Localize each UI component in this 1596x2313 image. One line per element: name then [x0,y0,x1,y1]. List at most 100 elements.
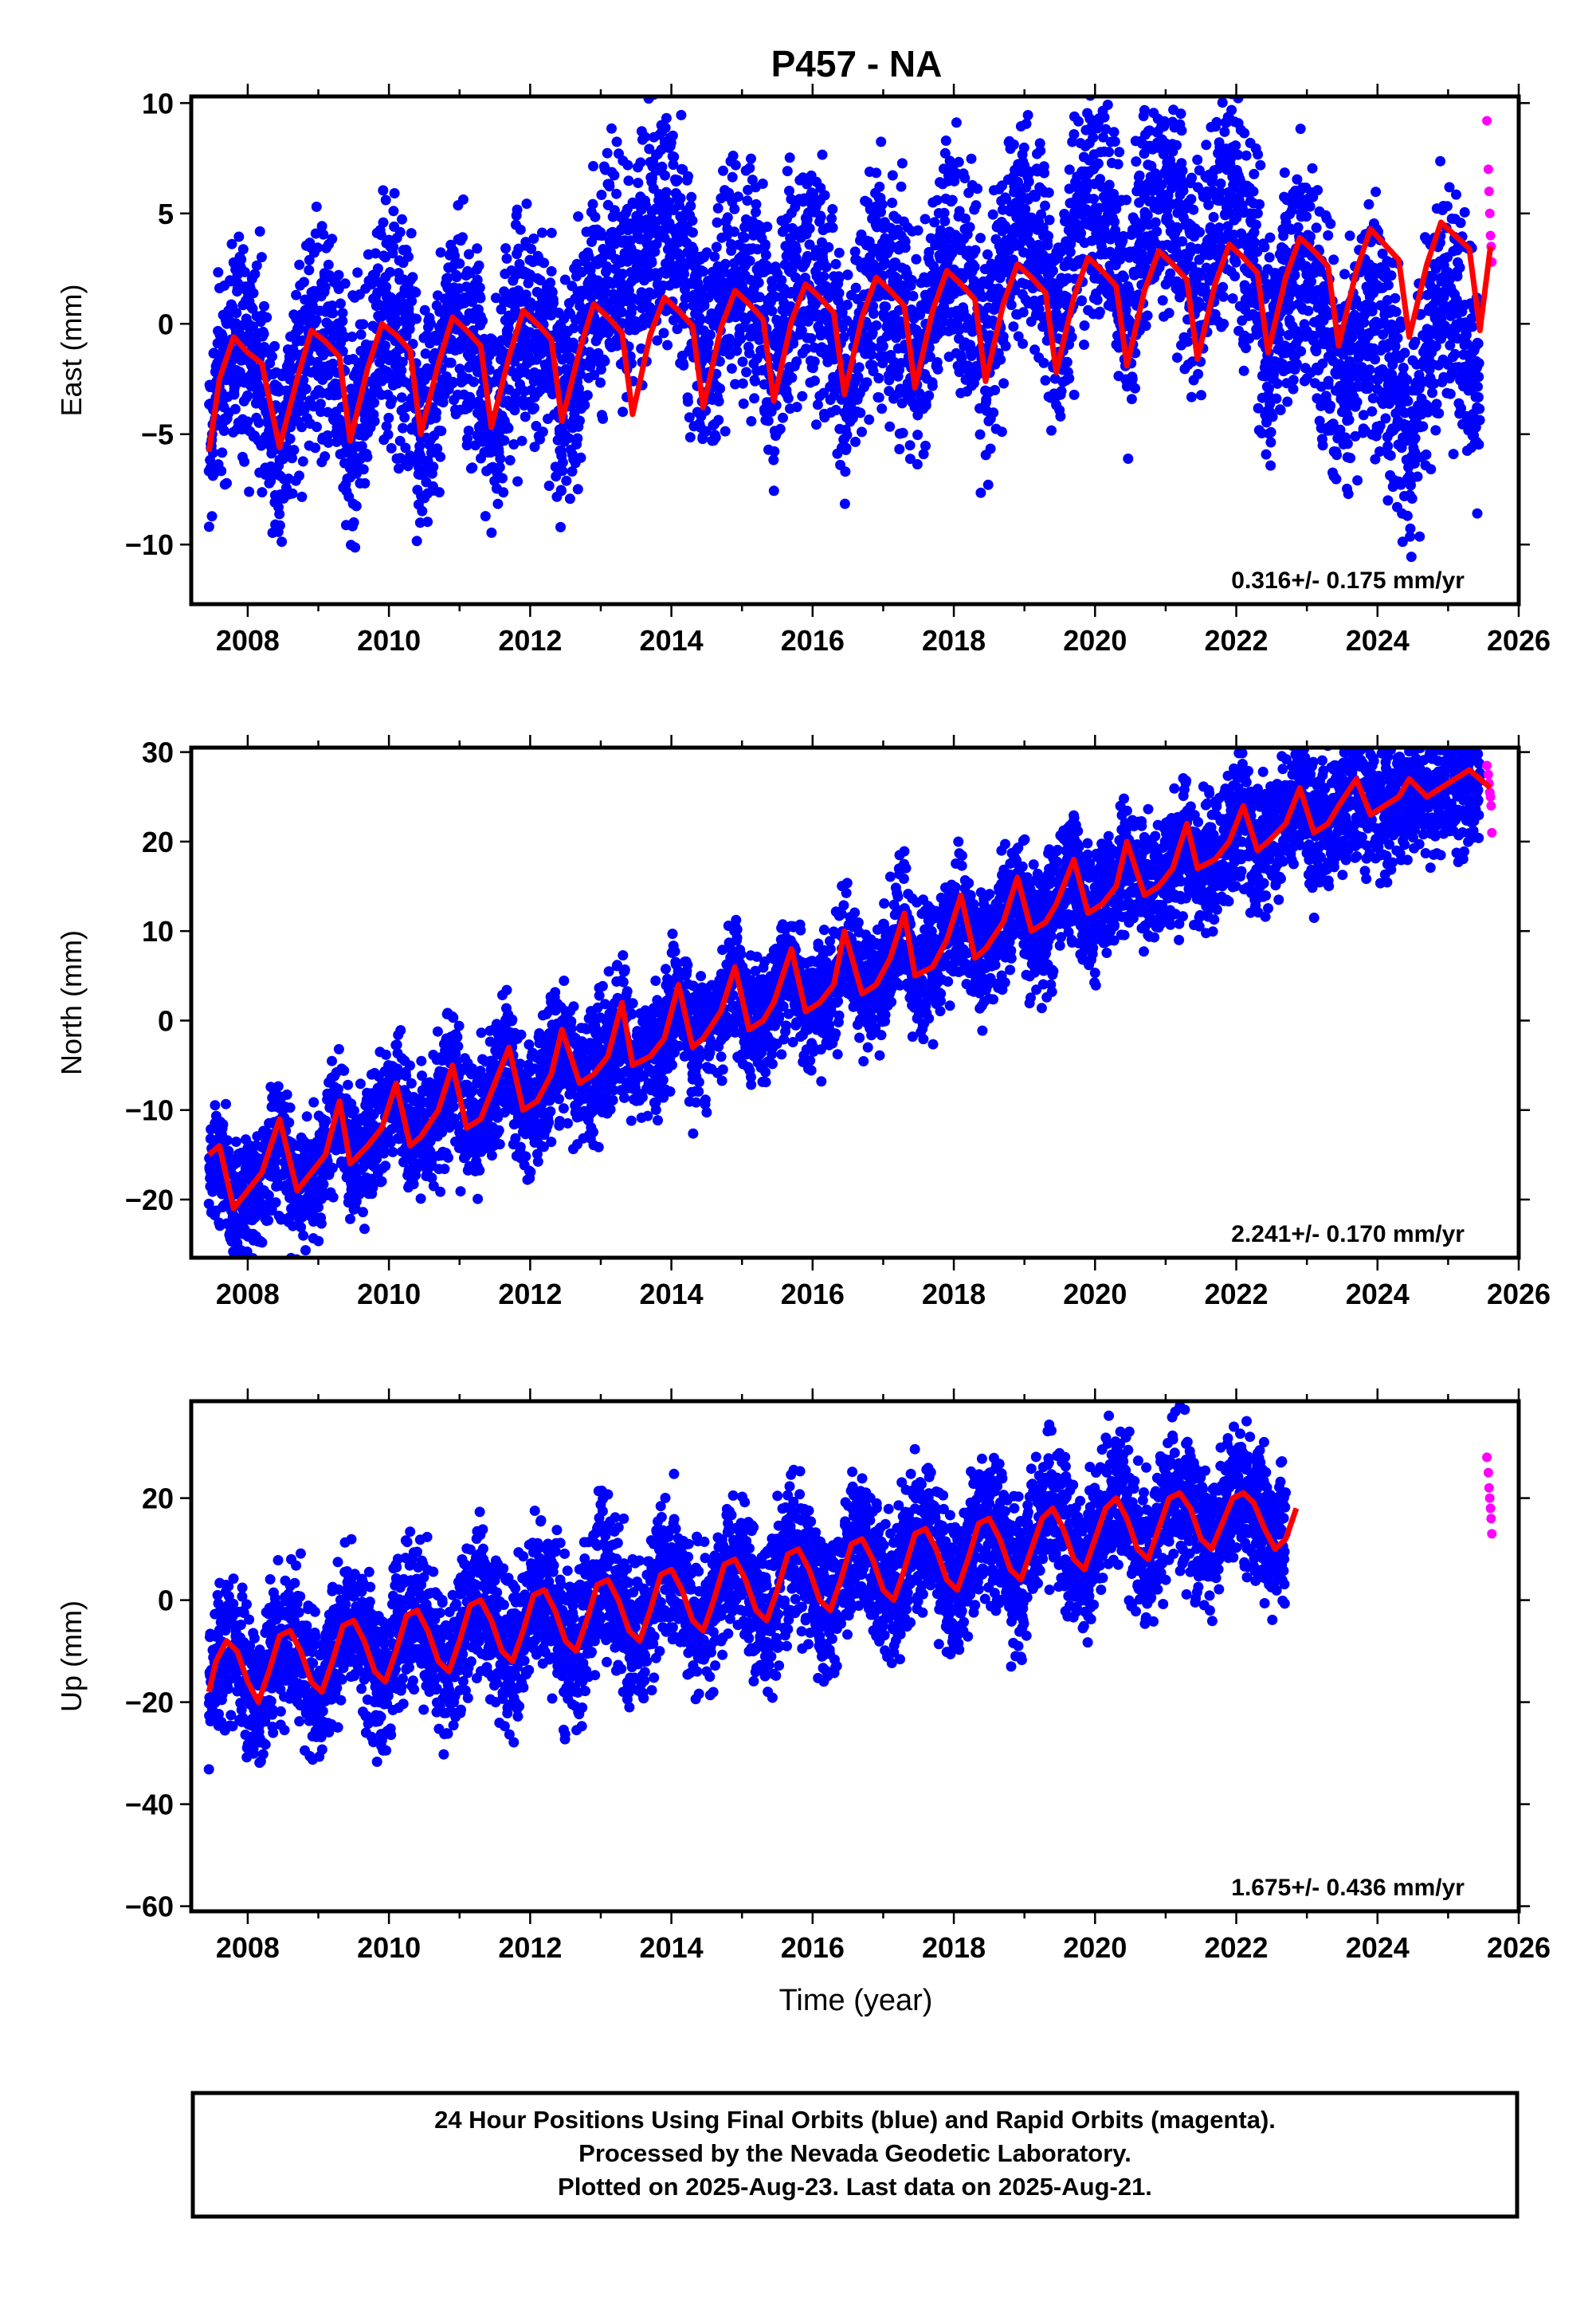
east-final-point [1043,187,1054,198]
east-final-point [646,257,657,268]
east-final-point [1311,222,1322,234]
east-final-point [589,370,600,380]
east-final-point [1163,308,1174,319]
east-final-point [1296,346,1307,357]
east-final-point [599,355,610,367]
east-final-point [397,214,407,225]
east-final-point [855,407,866,418]
east-final-point [850,282,861,293]
east-final-point [1008,139,1019,150]
east-final-point [839,498,850,509]
east-final-point [730,159,741,171]
east-final-point [356,441,367,452]
east-final-point [1259,242,1270,253]
east-final-point [877,340,888,351]
east-final-point [535,275,546,286]
east-final-point [668,159,679,171]
east-final-point [1121,194,1132,206]
east-final-point [1301,211,1312,222]
east-final-point [381,421,392,432]
east-final-point [433,487,445,498]
east-final-point [1142,310,1153,321]
east-final-point [359,477,371,489]
east-final-point [753,277,764,289]
east-final-point [333,269,344,281]
east-final-point [1265,437,1276,448]
east-final-point [757,179,768,189]
east-final-point [1312,185,1323,196]
east-final-point [499,435,510,446]
east-final-point [398,422,408,434]
east-final-point [826,213,837,224]
east-final-point [248,288,259,299]
east-final-point [874,181,885,192]
east-final-point [559,274,571,285]
east-final-point [1127,374,1138,385]
east-final-point [571,258,582,269]
east-final-point [462,434,473,444]
east-final-point [669,151,680,163]
east-final-point [425,318,436,329]
east-final-point [640,132,651,143]
east-final-point [545,277,556,289]
east-final-point [451,272,462,283]
east-final-point [887,198,898,208]
east-final-point [457,194,469,205]
east-final-point [388,206,399,217]
east-final-point [1253,149,1264,160]
east-final-point [327,234,338,245]
east-final-point [436,426,447,437]
east-final-point [1342,438,1353,450]
east-final-point [609,170,620,181]
east-final-point [477,316,488,326]
east-final-point [998,331,1009,342]
east-final-point [380,194,391,206]
east-final-point [510,305,521,316]
east-final-point [709,251,720,262]
east-final-point [236,254,247,265]
east-final-point [503,422,514,434]
east-final-point [951,117,962,128]
east-final-point [990,385,1001,395]
east-final-point [871,167,882,179]
east-final-point [249,269,261,280]
east-final-point [588,161,598,171]
east-final-point [904,440,916,451]
east-final-point [1109,136,1120,147]
east-final-point [767,305,778,316]
east-final-point [1006,300,1017,311]
east-final-point [467,296,478,308]
east-final-point [1328,254,1339,265]
east-final-point [1035,145,1046,156]
east-final-point [1217,97,1228,108]
east-final-point [512,476,524,487]
east-final-point [1112,159,1123,170]
east-final-point [567,466,578,477]
east-final-point [1186,172,1198,183]
east-final-point [546,265,557,277]
east-final-point [1265,426,1276,438]
east-final-point [520,411,531,422]
east-final-point [1331,450,1343,461]
east-final-point [833,247,845,258]
east-final-point [633,213,645,224]
east-final-point [1108,127,1120,138]
east-final-point [797,391,808,402]
east-final-point [1018,338,1029,349]
east-final-point [536,227,547,238]
east-final-point [827,222,838,234]
east-final-point [1271,393,1282,404]
east-final-point [912,459,923,469]
east-final-point [720,426,731,437]
east-final-point [564,493,575,505]
east-final-point [1092,158,1104,169]
east-final-point [908,291,919,301]
east-final-point [678,359,689,371]
east-final-point [718,165,728,176]
east-final-point [1066,332,1077,343]
east-final-point [970,245,981,256]
east-final-point [727,151,739,161]
east-final-point [1323,230,1334,241]
east-final-point [786,372,798,383]
east-final-point [711,242,722,253]
